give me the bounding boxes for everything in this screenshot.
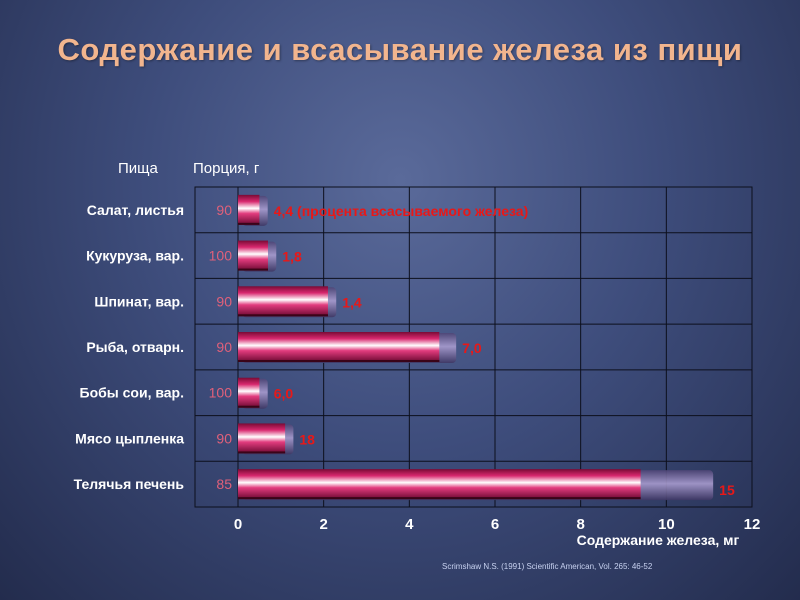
category-label: Рыба, отварн. (86, 339, 184, 355)
category-label: Кукуруза, вар. (86, 248, 184, 264)
x-tick-label: 8 (576, 516, 584, 533)
portion-label: 85 (216, 476, 232, 492)
bar-edge (238, 405, 260, 408)
bar (238, 286, 328, 317)
source-credit: Scrimshaw N.S. (1991) Scientific America… (442, 562, 653, 571)
portion-label: 90 (216, 430, 232, 446)
bar-edge (238, 222, 260, 225)
bar-edge (238, 451, 286, 454)
data-label: 15 (719, 482, 735, 498)
category-label: Телячья печень (74, 476, 185, 492)
portion-label: 100 (209, 248, 233, 264)
category-label: Шпинат, вар. (94, 293, 184, 309)
category-label: Бобы сои, вар. (80, 385, 184, 401)
category-label: Салат, листья (87, 202, 184, 218)
bar-edge (238, 360, 440, 362)
x-tick-label: 6 (491, 516, 499, 533)
data-label: 4,4 (процента всасываемого железа) (274, 203, 529, 219)
slide-title: Содержание и всасывание железа из пищи (57, 32, 743, 67)
food-column-header: Пища (118, 160, 158, 177)
bar-edge (238, 314, 328, 317)
category-label: Мясо цыпленка (75, 430, 184, 446)
x-tick-label: 10 (658, 516, 675, 533)
data-label: 7,0 (462, 340, 482, 356)
data-label: 1,4 (342, 294, 362, 310)
portion-label: 90 (216, 202, 232, 218)
bar (238, 194, 260, 225)
data-label: 6,0 (274, 386, 294, 402)
x-tick-label: 12 (744, 516, 761, 533)
x-axis-label: Содержание железа, мг (577, 532, 740, 548)
bar-edge (238, 268, 268, 271)
x-tick-label: 0 (234, 516, 242, 533)
bar (238, 423, 286, 454)
portion-column-header: Порция, г (193, 160, 260, 177)
bar (238, 469, 641, 500)
data-label: 18 (299, 431, 315, 447)
portion-label: 90 (216, 339, 232, 355)
bar (238, 240, 268, 271)
bar-edge (238, 497, 641, 500)
portion-label: 90 (216, 293, 232, 309)
bar (238, 377, 260, 408)
x-tick-label: 2 (319, 516, 327, 533)
data-label: 1,8 (282, 249, 302, 265)
x-tick-label: 4 (405, 516, 414, 533)
bar (238, 332, 440, 362)
portion-label: 100 (209, 385, 233, 401)
